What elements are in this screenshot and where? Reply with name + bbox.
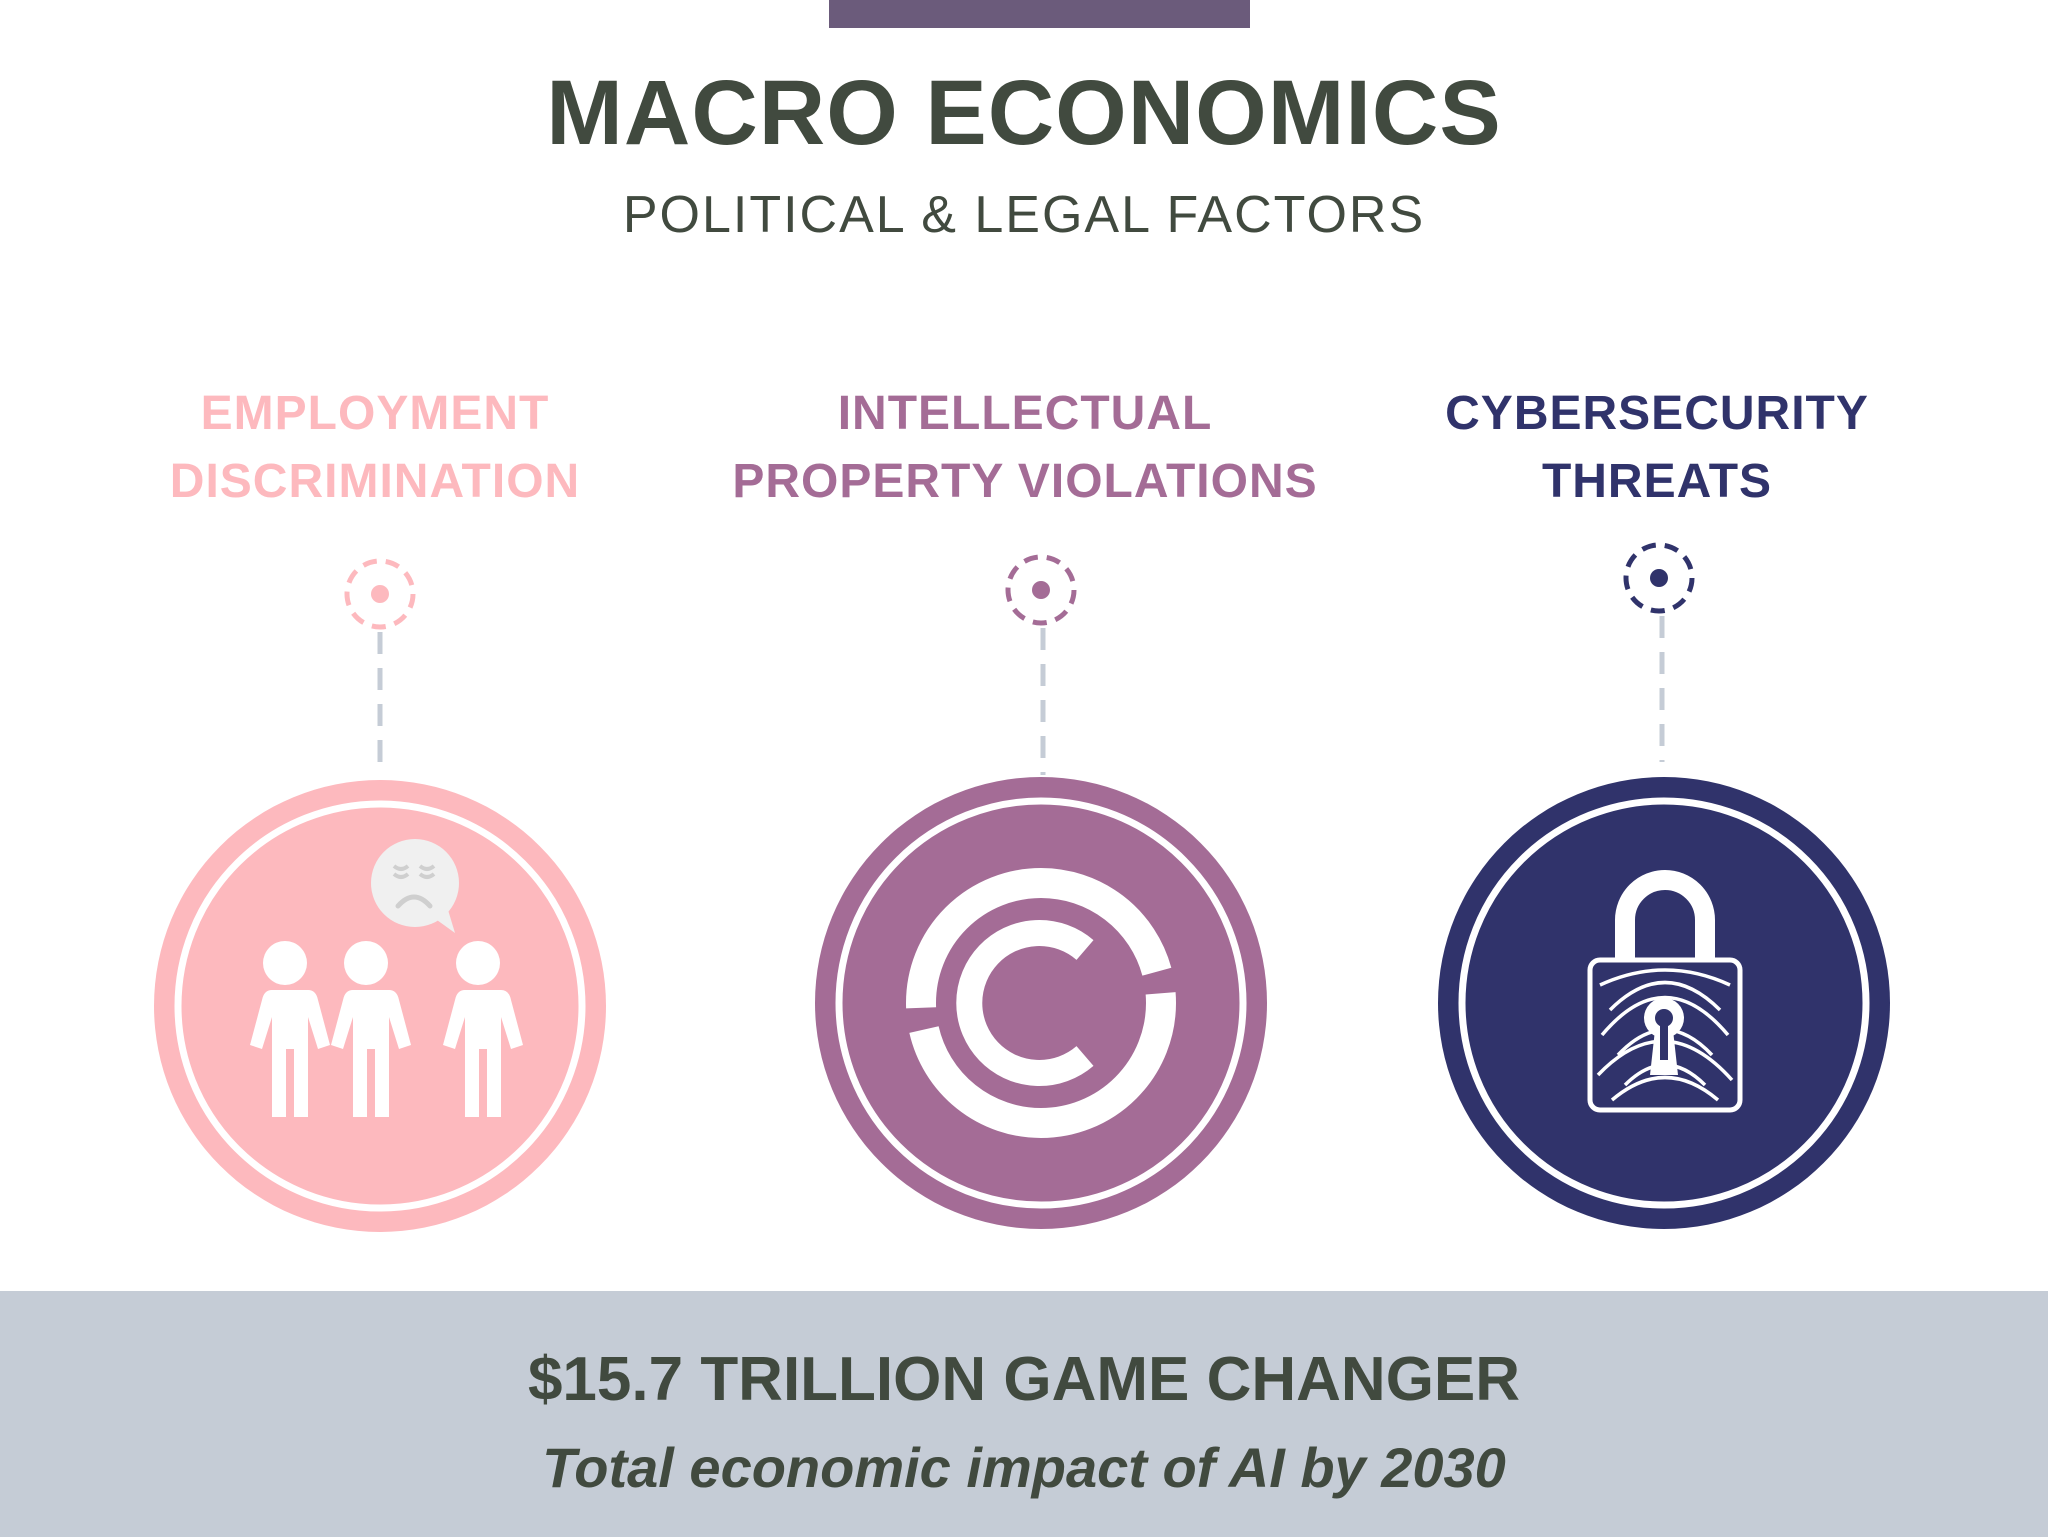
factor-graphics [154,542,1890,1232]
factor-title-employment: EMPLOYMENT DISCRIMINATION [55,380,695,516]
page-title: MACRO ECONOMICS [546,62,1502,164]
fingerprint-padlock-icon [1587,870,1743,1113]
copyright-icon [906,868,1176,1138]
footer-banner [0,1291,2048,1537]
page-subtitle: POLITICAL & LEGAL FACTORS [622,186,1426,244]
marker-employment [344,558,416,775]
circle-intellectual-property [815,777,1267,1229]
marker-cybersecurity [1623,542,1695,762]
factor-title-cybersecurity: CYBERSECURITY THREATS [1337,380,1977,516]
people-with-sad-speech-bubble-icon [250,839,523,1117]
circle-employment [154,780,606,1232]
factor-title-line: DISCRIMINATION [169,455,581,508]
factor-title-line: PROPERTY VIOLATIONS [732,455,1318,508]
factor-title-line: CYBERSECURITY [1445,387,1869,440]
top-accent-bar [829,0,1250,28]
factor-title-intellectual-property: INTELLECTUAL PROPERTY VIOLATIONS [705,380,1345,516]
factor-title-line: INTELLECTUAL [837,387,1213,440]
factor-title-line: EMPLOYMENT [200,387,550,440]
marker-intellectual-property [1005,554,1077,775]
factor-title-line: THREATS [1541,455,1773,508]
circle-cybersecurity [1438,777,1890,1229]
footer-headline: $15.7 TRILLION GAME CHANGER [527,1345,1521,1414]
footer-caption: Total economic impact of AI by 2030 [542,1436,1506,1499]
